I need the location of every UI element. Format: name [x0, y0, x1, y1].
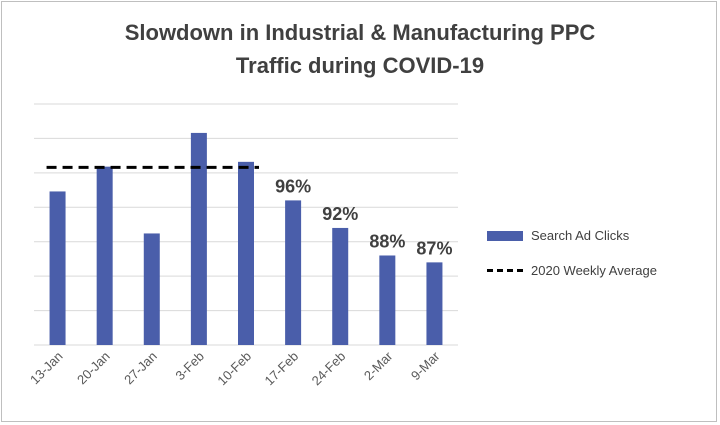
bar: [426, 262, 443, 345]
x-tick-label: 24-Feb: [309, 349, 349, 389]
bar: [379, 255, 396, 345]
legend-swatch-bar: [487, 230, 523, 241]
bar: [143, 233, 160, 345]
bar: [285, 200, 302, 345]
chart-title: Slowdown in Industrial & Manufacturing P…: [0, 16, 720, 82]
x-tick-label: 17-Feb: [261, 349, 301, 389]
data-label: 96%: [275, 176, 311, 196]
data-label: 92%: [322, 204, 358, 224]
bar: [96, 166, 113, 345]
chart-title-line-1: Slowdown in Industrial & Manufacturing P…: [124, 20, 596, 45]
legend-item-search-ad-clicks: Search Ad Clicks: [487, 228, 629, 243]
x-tick-label: 13-Jan: [27, 349, 66, 388]
x-tick-label: 27-Jan: [121, 349, 160, 388]
x-tick-label: 10-Feb: [214, 349, 254, 389]
legend-item-weekly-average: 2020 Weekly Average: [487, 263, 657, 278]
x-tick-label: 2-Mar: [361, 348, 396, 383]
data-label: 87%: [416, 238, 452, 258]
bar: [238, 161, 254, 345]
bar: [190, 132, 207, 345]
data-label: 88%: [369, 231, 405, 251]
x-tick-label: 9-Mar: [408, 348, 443, 383]
legend-label-weekly-average: 2020 Weekly Average: [531, 263, 657, 278]
bar: [49, 191, 66, 345]
x-tick-label: 20-Jan: [74, 349, 113, 388]
bar: [332, 227, 349, 345]
x-tick-label: 3-Feb: [172, 349, 207, 384]
legend-swatch-dashed-line: [487, 269, 523, 272]
legend-label-search-ad-clicks: Search Ad Clicks: [531, 228, 630, 243]
chart-title-line-2: Traffic during COVID-19: [235, 53, 485, 78]
